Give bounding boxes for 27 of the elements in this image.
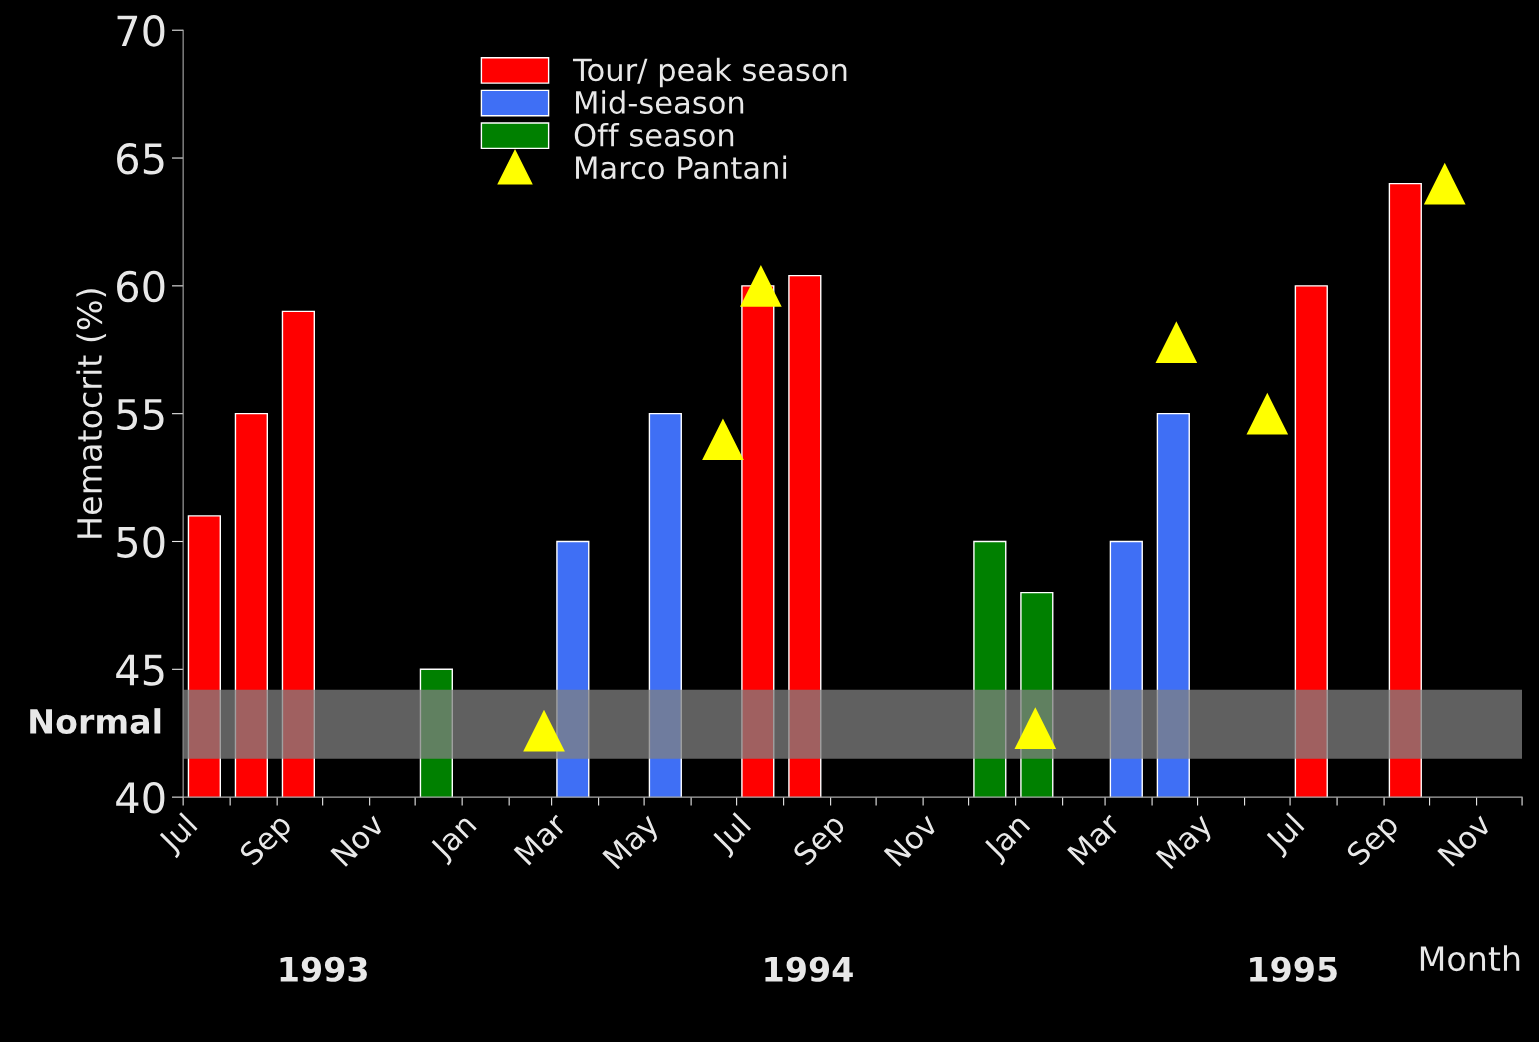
x-axis-title: Month <box>1420 945 1520 972</box>
y-tick-label: 70 <box>117 15 165 47</box>
x-tick-label: Jul <box>709 812 756 859</box>
x-tick-label: Nov <box>883 811 940 868</box>
y-tick-label: 50 <box>117 526 165 558</box>
text: 1994 <box>765 956 853 982</box>
x-tick-label: Mar <box>1067 810 1122 866</box>
x-tick-label: Mar <box>513 810 569 866</box>
y-tick-label: 40 <box>116 782 165 814</box>
y-tick-label: 45 <box>116 654 164 686</box>
x-tick-label: Sep <box>791 811 851 871</box>
y-axis-title: Hematocrit (%) <box>76 289 107 538</box>
y-tick-label: 60 <box>117 270 165 303</box>
x-tick-label: Sep <box>1345 811 1404 871</box>
x-tick-label: Jul <box>1262 812 1309 859</box>
legend-label: Marco Pantani <box>576 155 787 180</box>
y-tick-label: 55 <box>117 399 164 431</box>
legend-label: Off season <box>574 122 734 147</box>
text: 1993 <box>280 956 367 982</box>
band-label: Normal <box>30 708 161 734</box>
x-tick-label: Jan <box>428 812 482 866</box>
y-tick-label: 65 <box>117 142 164 175</box>
legend-label: Tour/ peak season <box>572 57 847 88</box>
x-tick-label: Jan <box>981 812 1035 866</box>
x-tick-label: Sep <box>238 811 297 871</box>
legend-label: Mid-season <box>576 90 744 115</box>
text: 1995 <box>1250 956 1337 982</box>
